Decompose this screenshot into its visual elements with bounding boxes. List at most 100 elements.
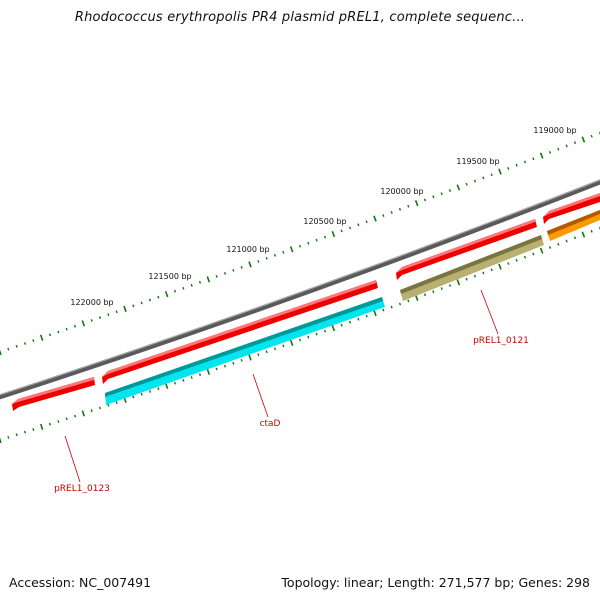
- outer-ring-tick: [348, 226, 352, 230]
- outer-ring-tick: [0, 349, 2, 356]
- gene-ctad-red-arrow[interactable]: [102, 280, 378, 384]
- outer-ring-tick: [273, 253, 277, 257]
- tick-labels: 119000 bp 119500 bp 120000 bp 120500 bp 1210…: [70, 126, 576, 307]
- inner-ring-tick: [490, 268, 493, 272]
- outer-ring-tick: [548, 150, 552, 154]
- inner-ring-tick: [590, 229, 593, 233]
- inner-ring-tick: [132, 395, 135, 399]
- gene-label[interactable]: ctaD: [260, 419, 281, 429]
- outer-ring-tick: [282, 250, 285, 254]
- outer-ring-tick: [73, 324, 77, 328]
- outer-ring-tick: [565, 144, 568, 148]
- gene-label[interactable]: pREL1_0123: [54, 484, 110, 494]
- outer-ring-tick: [265, 256, 268, 260]
- inner-ring-tick: [81, 410, 86, 417]
- outer-ring-tick: [557, 147, 560, 151]
- topology-stats-text: Topology: linear; Length: 271,577 bp; Ge…: [281, 575, 590, 590]
- inner-ring-tick: [331, 325, 336, 332]
- outer-ring-tick: [307, 241, 310, 245]
- outer-ring-tick: [289, 246, 294, 253]
- inner-ring-tick: [407, 299, 410, 303]
- inner-ring-tick: [198, 373, 202, 377]
- inner-ring-tick: [157, 387, 160, 391]
- inner-ring-tick: [215, 367, 218, 371]
- inner-ring-tick: [39, 423, 44, 430]
- inner-ring-tick: [223, 364, 227, 368]
- inner-ring-tick: [548, 246, 552, 249]
- inner-ring-tick: [48, 422, 52, 426]
- outer-ring-tick: [7, 347, 10, 351]
- outer-ring-tick: [432, 195, 435, 199]
- leader-line-prel1-0123: [64, 435, 81, 483]
- outer-ring-tick: [398, 207, 402, 211]
- inner-ring-tick: [307, 335, 310, 339]
- outer-ring-tick: [456, 184, 461, 191]
- outer-ring-tick: [32, 339, 35, 343]
- outer-ring-tick: [365, 220, 368, 224]
- gene-next-red-arrow[interactable]: [543, 193, 600, 224]
- inner-ring-tick: [448, 284, 452, 287]
- outer-ring-tick: [115, 310, 118, 314]
- map-title: Rhodococcus erythropolis PR4 plasmid pRE…: [74, 10, 526, 25]
- inner-tick-ring: [0, 226, 600, 444]
- gene-label[interactable]: pREL1_0121: [473, 336, 529, 346]
- outer-ring-tick: [498, 168, 502, 175]
- outer-ring-tick: [490, 173, 493, 177]
- inner-ring-tick: [0, 437, 2, 444]
- inner-ring-tick: [340, 323, 343, 327]
- inner-ring-tick: [507, 262, 510, 265]
- outer-ring-tick: [248, 261, 252, 268]
- ctad-feature-bar[interactable]: [105, 297, 385, 405]
- outer-ring-tick: [90, 319, 93, 322]
- inner-ring-tick: [289, 339, 294, 347]
- outer-ring-tick: [39, 334, 44, 341]
- outer-ring-tick: [573, 141, 577, 145]
- inner-ring-tick: [65, 417, 68, 421]
- inner-ring-tick: [7, 435, 10, 439]
- outer-ring-tick: [581, 136, 586, 143]
- gene-prel1-0123-arrow[interactable]: [12, 377, 95, 411]
- gene-prel1-0121-red-arrow[interactable]: [396, 219, 537, 280]
- inner-ring-tick: [15, 433, 18, 437]
- outer-ring-tick: [539, 152, 544, 159]
- outer-ring-tick: [57, 330, 60, 334]
- outer-ring-tick: [523, 160, 527, 164]
- prel1-0121-feature-bar[interactable]: [400, 235, 544, 301]
- inner-ring-tick: [532, 252, 535, 256]
- outer-ring-tick: [315, 238, 318, 242]
- inner-ring-tick: [498, 263, 502, 270]
- outer-ring-tick: [132, 304, 135, 308]
- tick-label: 122000 bp: [70, 298, 113, 307]
- inner-ring-tick: [32, 428, 35, 431]
- accession-text: Accession: NC_007491: [9, 575, 152, 590]
- outer-ring-tick: [382, 214, 385, 217]
- inner-ring-tick: [73, 414, 77, 418]
- leader-line-prel1-0121: [480, 289, 499, 335]
- inner-ring-tick: [265, 350, 268, 354]
- inner-ring-tick: [57, 420, 60, 423]
- tick-label: 120000 bp: [380, 187, 423, 196]
- inner-ring-tick: [373, 310, 377, 317]
- inner-ring-tick: [565, 239, 568, 243]
- inner-ring-tick: [581, 231, 586, 238]
- outer-ring-tick: [240, 265, 243, 269]
- outer-ring-tick: [173, 289, 177, 293]
- inner-ring-tick: [315, 332, 318, 336]
- outer-ring-tick: [164, 291, 169, 298]
- inner-ring-tick: [148, 390, 152, 393]
- sequence-backbone: [0, 179, 600, 400]
- inner-ring-tick: [164, 382, 169, 390]
- sequence-backbone-highlight: [0, 179, 600, 396]
- tick-label: 121000 bp: [226, 245, 269, 254]
- outer-ring-tick: [414, 200, 419, 207]
- inner-ring-tick: [232, 361, 235, 365]
- inner-ring-tick: [90, 409, 93, 413]
- inner-ring-tick: [557, 242, 560, 246]
- inner-ring-tick: [432, 290, 435, 294]
- orange-feature-bar[interactable]: [547, 210, 600, 241]
- tick-label: 119500 bp: [456, 157, 499, 166]
- outer-ring-tick: [65, 327, 68, 331]
- inner-ring-tick: [473, 274, 477, 278]
- inner-ring-tick: [206, 368, 211, 375]
- tick-label: 121500 bp: [148, 272, 191, 281]
